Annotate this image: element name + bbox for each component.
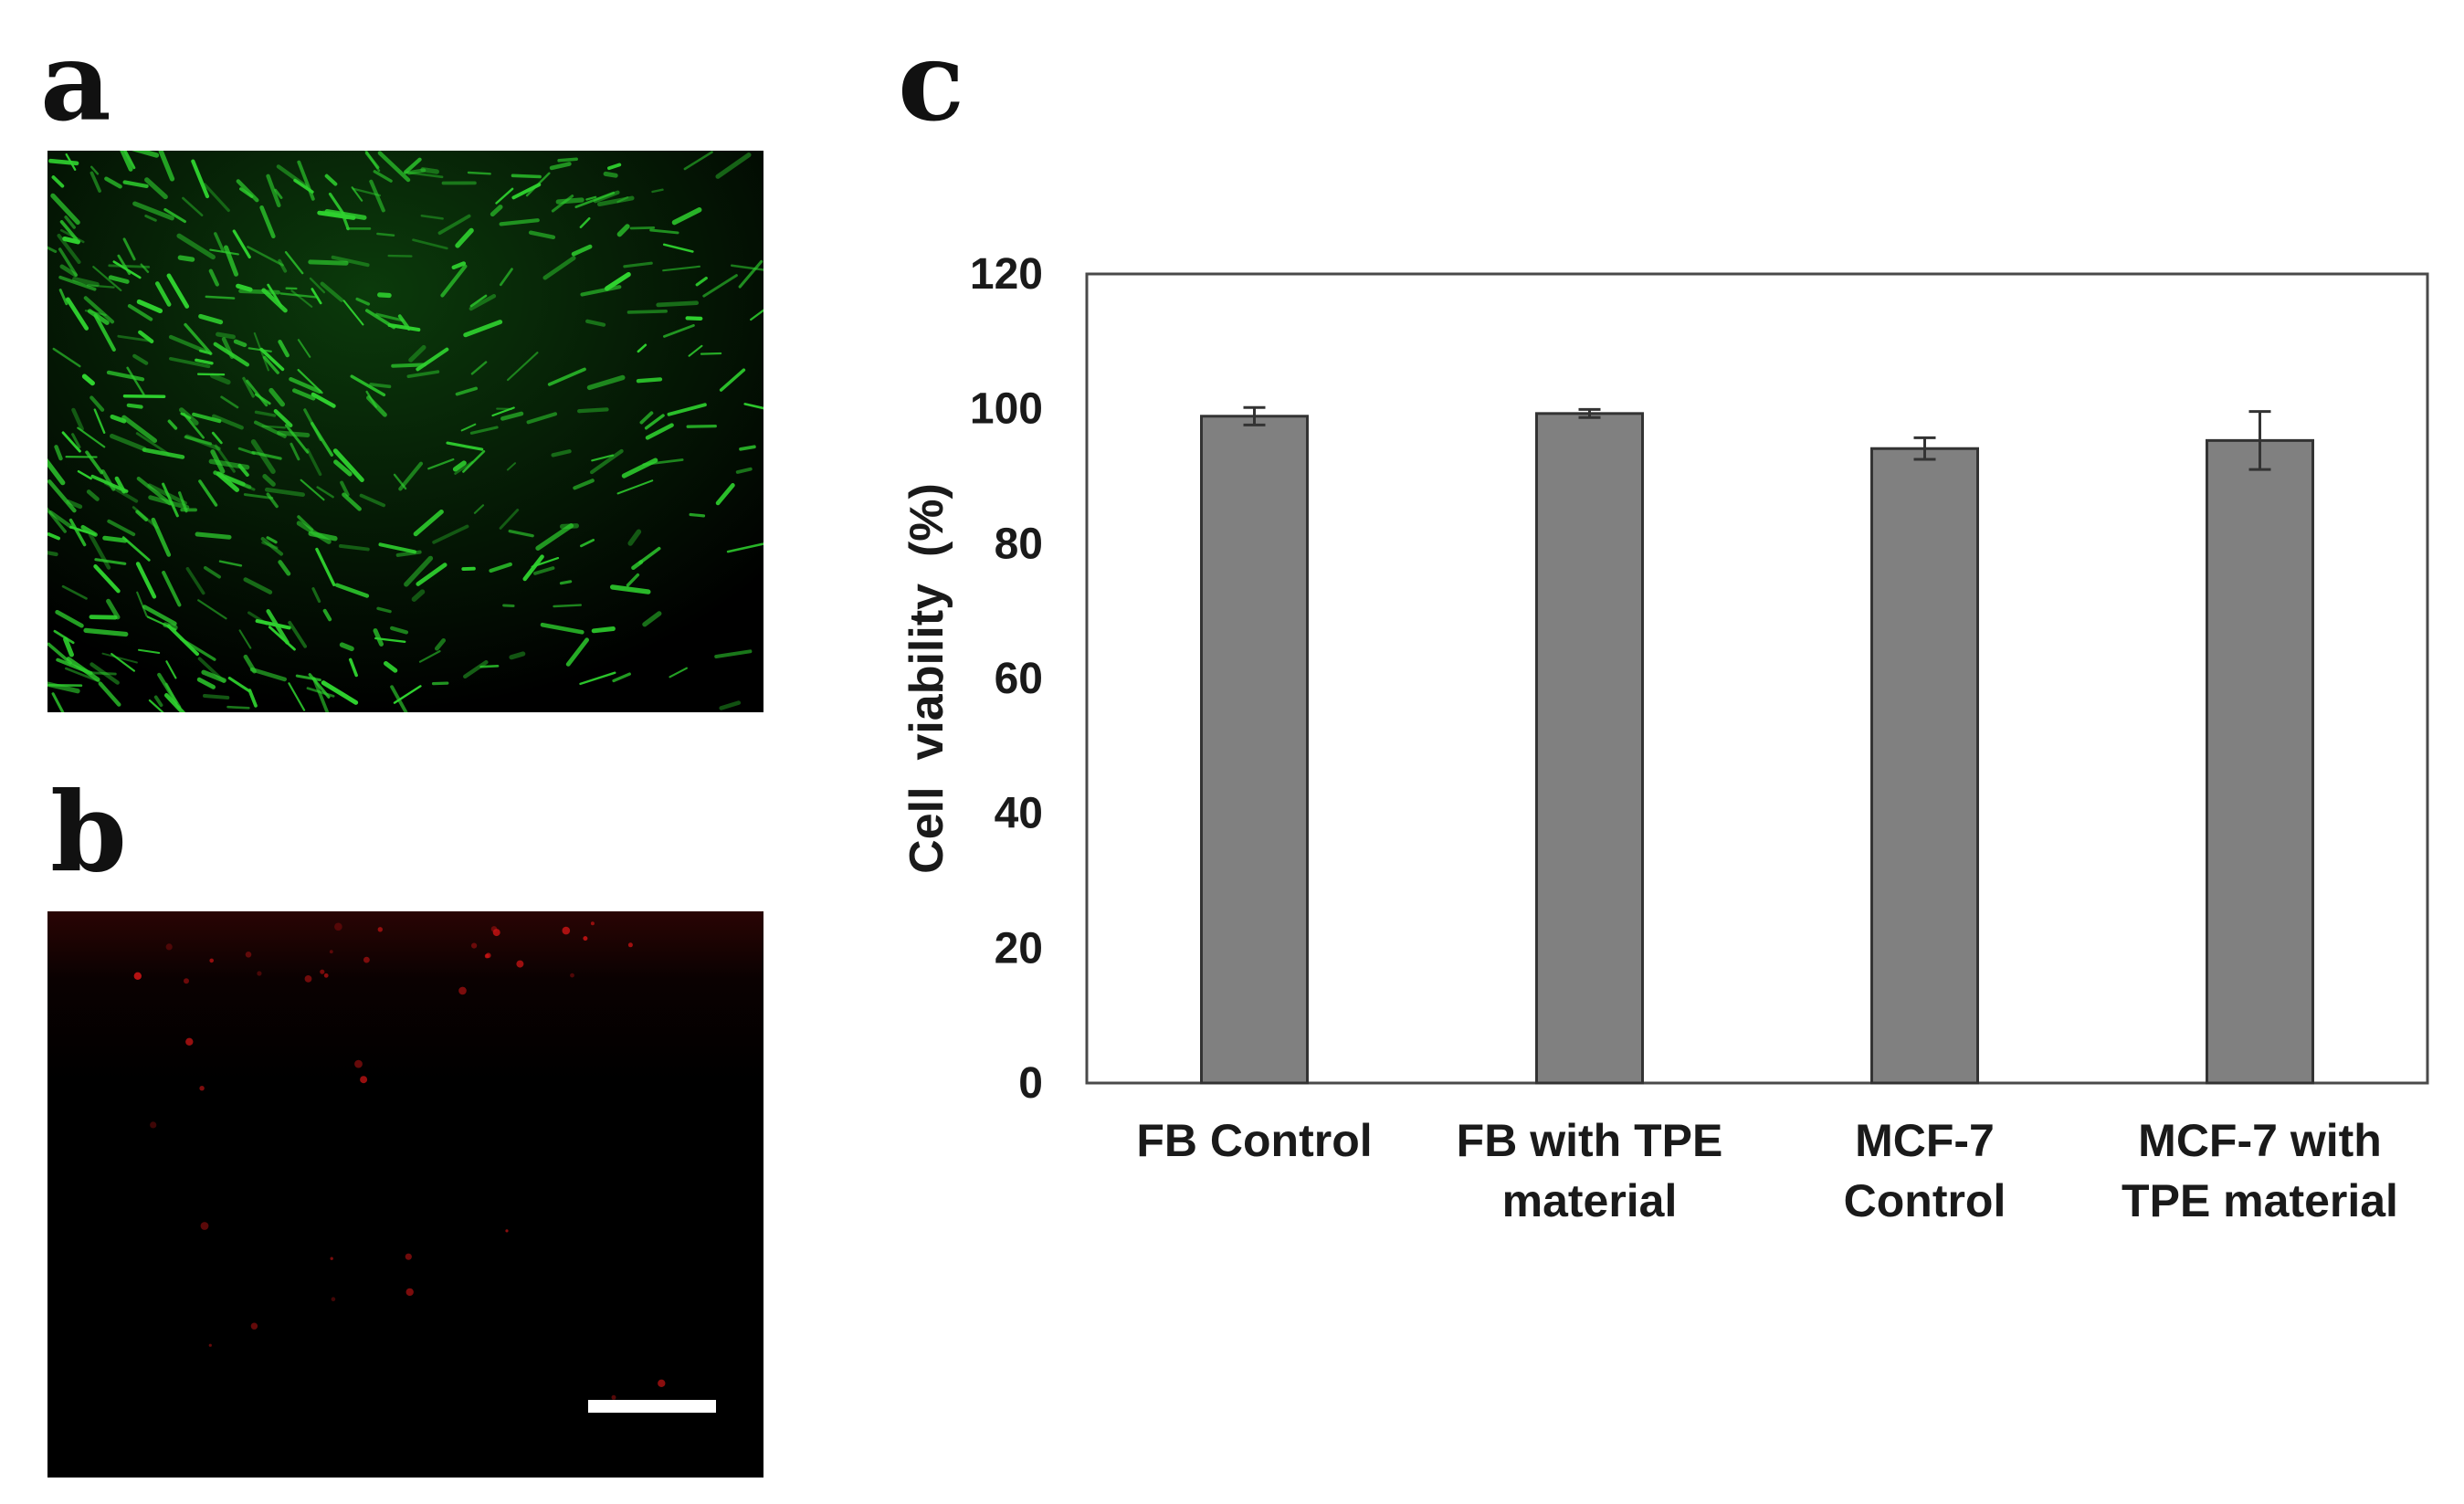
bar bbox=[1200, 415, 1309, 1085]
bar bbox=[2206, 438, 2314, 1085]
scale-bar bbox=[588, 1400, 716, 1413]
bar bbox=[1870, 447, 1979, 1085]
dead-cell-stain-image bbox=[47, 911, 763, 1478]
y-tick-label: 80 bbox=[995, 520, 1043, 568]
x-category-label: FB with TPE material bbox=[1457, 1115, 1723, 1226]
plot-area bbox=[1085, 272, 2429, 1085]
y-axis-title: Cell viability (%) bbox=[900, 483, 953, 874]
x-category-label: MCF-7 with TPE material bbox=[2122, 1115, 2398, 1226]
panel-label-b: b bbox=[50, 768, 127, 897]
y-tick-label: 40 bbox=[995, 790, 1043, 838]
x-category-label: FB Control bbox=[1136, 1115, 1372, 1166]
y-tick-label: 20 bbox=[995, 924, 1043, 973]
bar bbox=[1535, 412, 1644, 1085]
panel-label-a: a bbox=[40, 17, 111, 146]
y-tick-label: 60 bbox=[995, 655, 1043, 703]
y-tick-label: 0 bbox=[1018, 1059, 1043, 1108]
panel-label-c: c bbox=[898, 17, 965, 146]
dead-cell-micrograph bbox=[47, 911, 763, 1478]
y-tick-label: 120 bbox=[970, 250, 1043, 299]
live-cell-stain-image bbox=[47, 151, 763, 712]
x-category-label: MCF-7 Control bbox=[1844, 1115, 2006, 1226]
live-cell-micrograph bbox=[47, 151, 763, 712]
y-tick-label: 100 bbox=[970, 385, 1043, 434]
